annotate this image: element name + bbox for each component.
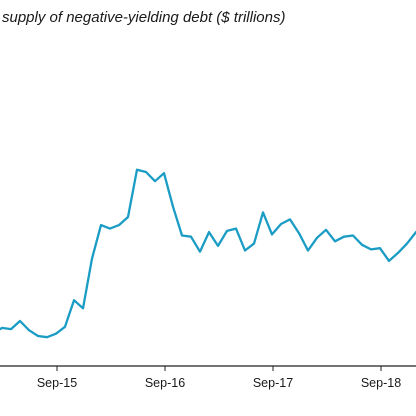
data-point	[208, 231, 210, 233]
chart-title: supply of negative-yielding debt ($ tril…	[2, 9, 285, 26]
data-point	[379, 247, 381, 249]
data-point	[118, 224, 120, 226]
data-point	[199, 251, 201, 253]
data-point	[109, 228, 111, 230]
data-point	[397, 252, 399, 254]
data-point	[46, 336, 48, 338]
x-tick-label: Sep-17	[253, 376, 293, 390]
data-point	[82, 307, 84, 309]
data-point	[100, 224, 102, 226]
data-point	[154, 180, 156, 182]
data-point	[406, 243, 408, 245]
data-point	[55, 333, 57, 335]
x-tick-label: Sep-16	[145, 376, 185, 390]
data-point	[325, 229, 327, 231]
data-point	[343, 236, 345, 238]
data-point	[181, 234, 183, 237]
data-point	[298, 232, 300, 234]
data-point	[28, 329, 30, 331]
data-point	[37, 335, 39, 337]
data-point	[163, 172, 165, 174]
data-point	[91, 258, 93, 260]
data-point	[127, 216, 129, 218]
data-point	[73, 299, 75, 301]
data-point	[217, 245, 219, 247]
data-point	[145, 171, 147, 173]
data-point	[253, 243, 255, 245]
data-point	[19, 320, 21, 322]
data-point	[388, 260, 390, 262]
data-point	[235, 228, 237, 230]
data-point	[10, 328, 12, 330]
data-point	[226, 230, 228, 232]
data-point	[271, 233, 273, 235]
data-point	[334, 240, 336, 242]
data-point	[361, 244, 363, 246]
x-tick-label: Sep-18	[361, 376, 401, 390]
data-point	[289, 218, 291, 220]
data-point	[370, 248, 372, 250]
data-point	[172, 206, 174, 208]
data-point	[190, 236, 192, 238]
data-point	[244, 249, 246, 252]
data-point	[280, 223, 282, 225]
data-point	[262, 211, 264, 213]
x-tick-label: Sep-15	[37, 376, 77, 390]
data-point	[352, 234, 354, 237]
series-points	[1, 169, 416, 338]
data-point	[307, 249, 309, 252]
data-point	[64, 326, 66, 328]
data-point	[1, 327, 3, 329]
x-axis-ticks: Sep-15 Sep-16 Sep-17 Sep-18	[37, 366, 401, 390]
data-point	[316, 237, 318, 239]
series-line	[0, 168, 416, 339]
data-point	[136, 169, 138, 171]
